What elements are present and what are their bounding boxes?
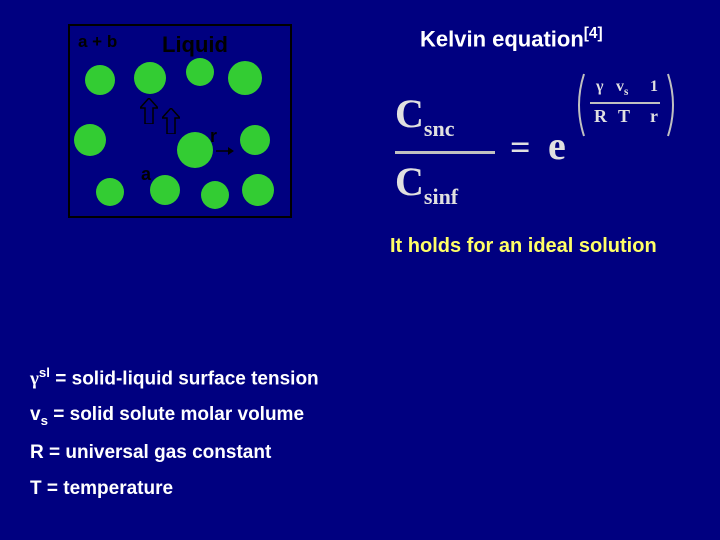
def-gamma-rest: = solid-liquid surface tension (50, 368, 319, 389)
def-vs-sub: s (41, 413, 48, 428)
def-vs-rest: = solid solute molar volume (48, 404, 304, 425)
def-R-sym: R (30, 442, 44, 463)
def-gamma-sup: sl (39, 365, 50, 380)
eq-exp-fracbar (590, 102, 660, 104)
def-T: T = temperature (30, 478, 319, 500)
label-ab: a + b (78, 32, 117, 52)
def-gamma-sym: γ (30, 368, 39, 389)
csinf-sub: sinf (424, 184, 458, 209)
def-R-rest: = universal gas constant (44, 442, 272, 463)
particle (85, 65, 115, 95)
particle (134, 62, 166, 94)
particle (74, 124, 106, 156)
eq-equals: = (510, 126, 531, 168)
label-liquid: Liquid (162, 32, 228, 58)
up-arrow-2 (162, 108, 180, 134)
def-T-sym: T (30, 478, 42, 499)
csnc-sub: snc (424, 116, 455, 141)
particle (177, 132, 213, 168)
kelvin-title: Kelvin equation[4] (420, 25, 603, 52)
eq-frac-bar (395, 151, 495, 154)
def-R: R = universal gas constant (30, 442, 319, 464)
label-r: r (210, 126, 217, 147)
particle (240, 125, 270, 155)
title-text: Kelvin equation (420, 26, 584, 51)
up-arrow-1 (140, 98, 158, 124)
eq-exp-R: R (594, 106, 607, 127)
title-ref: [4] (584, 25, 603, 42)
def-vs: vs = solid solute molar volume (30, 404, 319, 428)
eq-exp-vs: vs (616, 78, 628, 98)
definitions: γsl = solid-liquid surface tension vs = … (30, 365, 319, 514)
exp-v: v (616, 78, 624, 95)
particle (96, 178, 124, 206)
exp-vs-sub: s (624, 86, 628, 98)
eq-csinf: Csinf (395, 158, 458, 210)
def-gamma: γsl = solid-liquid surface tension (30, 365, 319, 390)
particle (201, 181, 229, 209)
eq-exp-one: 1 (650, 78, 658, 96)
label-a: a (141, 164, 151, 185)
particle (228, 61, 262, 95)
eq-exp-gamma: γ (596, 78, 603, 96)
particle (242, 174, 274, 206)
def-T-rest: = temperature (42, 478, 173, 499)
r-arrow (216, 146, 234, 156)
slide: Kelvin equation[4] a + b Liquid r a Csnc… (0, 0, 720, 540)
csinf-c: C (395, 159, 424, 204)
ideal-solution-note: It holds for an ideal solution (390, 235, 657, 258)
particle (186, 58, 214, 86)
eq-csnc: Csnc (395, 90, 454, 142)
eq-e: e (548, 122, 566, 169)
csnc-c: C (395, 91, 424, 136)
eq-exp-rr: r (650, 106, 658, 127)
def-vs-sym: v (30, 404, 41, 425)
particle (150, 175, 180, 205)
eq-exp-T: T (618, 106, 630, 127)
